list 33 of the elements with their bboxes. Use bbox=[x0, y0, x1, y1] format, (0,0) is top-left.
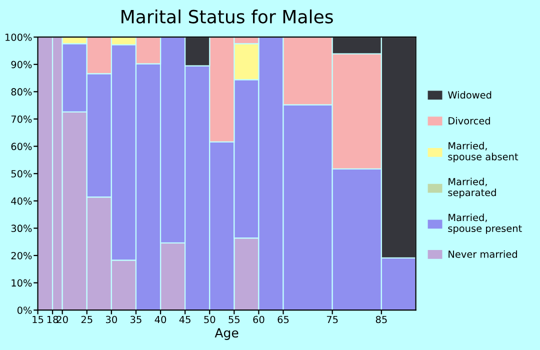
x-axis-title: Age bbox=[214, 328, 238, 340]
legend-label: Married, separated bbox=[448, 178, 496, 198]
x-tick-label: 50 bbox=[204, 316, 216, 324]
y-tick-label: 90% bbox=[11, 60, 32, 68]
x-tick-label: 15 bbox=[32, 316, 44, 324]
y-tick-label: 70% bbox=[11, 115, 32, 123]
x-tick-label: 20 bbox=[56, 316, 68, 324]
x-tick-label: 35 bbox=[130, 316, 142, 324]
chart-title: Marital Status for Males bbox=[122, 9, 333, 24]
x-tick-label: 75 bbox=[326, 316, 338, 324]
x-tick-label: 65 bbox=[278, 316, 289, 324]
y-tick-label: 0% bbox=[17, 306, 32, 314]
y-tick-label: 30% bbox=[11, 224, 32, 232]
y-tick-label: 50% bbox=[11, 170, 32, 178]
legend-label: Married, spouse absent bbox=[448, 142, 518, 162]
y-tick-label: 80% bbox=[11, 88, 32, 96]
legend-label: Divorced bbox=[448, 116, 490, 124]
legend-label: Widowed bbox=[448, 91, 492, 99]
x-tick-label: 40 bbox=[154, 316, 166, 324]
y-tick-label: 10% bbox=[12, 279, 32, 287]
x-tick-label: 30 bbox=[106, 316, 117, 324]
x-tick-label: 85 bbox=[376, 316, 387, 324]
x-tick-label: 25 bbox=[81, 316, 92, 324]
legend-label: Never married bbox=[448, 250, 517, 258]
x-tick-label: 45 bbox=[179, 316, 190, 324]
y-tick-label: 60% bbox=[11, 142, 32, 150]
y-tick-label: 40% bbox=[11, 197, 32, 205]
y-tick-label: 20% bbox=[11, 252, 32, 260]
x-tick-label: 18 bbox=[47, 316, 58, 324]
x-tick-label: 60 bbox=[253, 316, 264, 324]
x-tick-label: 55 bbox=[228, 316, 240, 324]
y-tick-label: 100% bbox=[6, 34, 32, 41]
legend-label: Married, spouse present bbox=[448, 214, 522, 234]
